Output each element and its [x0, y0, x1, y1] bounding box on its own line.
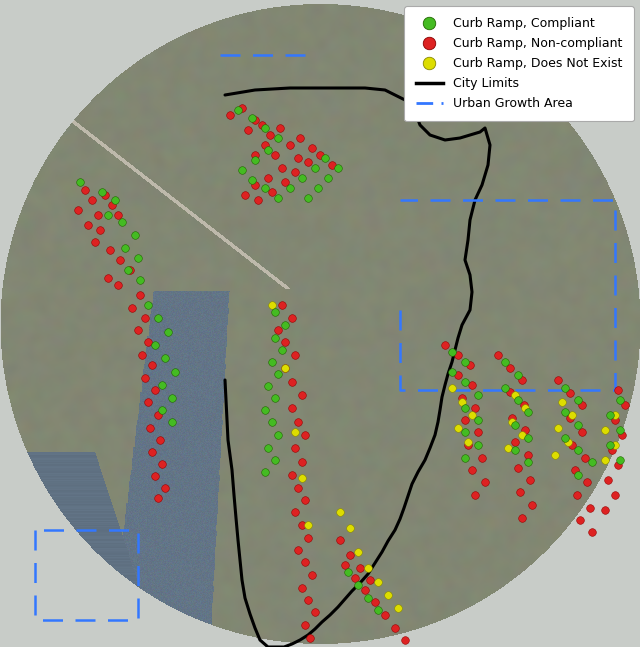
Legend: Curb Ramp, Compliant, Curb Ramp, Non-compliant, Curb Ramp, Does Not Exist, City : Curb Ramp, Compliant, Curb Ramp, Non-com… [404, 6, 634, 121]
